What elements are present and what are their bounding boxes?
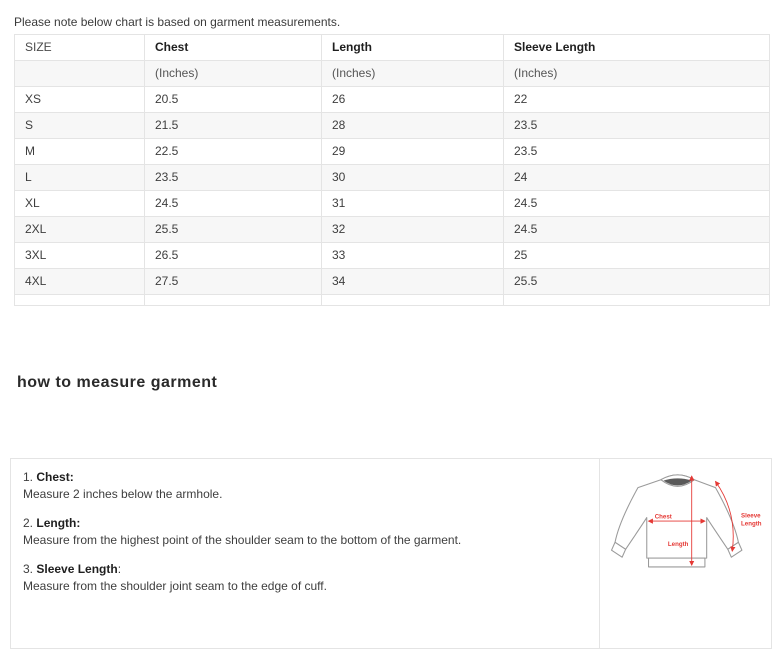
table-cell-sleeve: 25 bbox=[503, 242, 770, 269]
chest-arrow: Chest bbox=[647, 513, 706, 524]
table-cell-size: 4XL bbox=[14, 268, 145, 295]
sleeve-length-arrow-label-line1: Sleeve bbox=[741, 513, 761, 520]
column-header-chest: Chest bbox=[144, 34, 322, 61]
table-cell-length: 32 bbox=[321, 216, 504, 243]
table-cell-sleeve: 25.5 bbox=[503, 268, 770, 295]
table-cell-empty bbox=[503, 294, 770, 306]
table-row: 2XL 25.5 32 24.5 bbox=[14, 216, 770, 243]
table-cell-size: XL bbox=[14, 190, 145, 217]
table-cell-empty bbox=[321, 294, 504, 306]
instruction-number: 1. bbox=[23, 470, 34, 484]
table-cell-size: L bbox=[14, 164, 145, 191]
table-row: M 22.5 29 23.5 bbox=[14, 138, 770, 165]
table-cell-sleeve: 24.5 bbox=[503, 216, 770, 243]
table-cell-chest: 20.5 bbox=[144, 86, 322, 113]
measure-instructions-panel: 1. Chest: Measure 2 inches below the arm… bbox=[10, 458, 772, 649]
table-cell-size: 3XL bbox=[14, 242, 145, 269]
table-cell-sleeve: 24.5 bbox=[503, 190, 770, 217]
table-row: XL 24.5 31 24.5 bbox=[14, 190, 770, 217]
instruction-title: 3. Sleeve Length: bbox=[23, 561, 587, 578]
instruction-title: 1. Chest: bbox=[23, 469, 587, 486]
table-cell-length: 28 bbox=[321, 112, 504, 139]
table-cell-empty bbox=[144, 294, 322, 306]
instruction-title-bold: Chest: bbox=[36, 470, 74, 484]
length-arrow: Length bbox=[668, 475, 695, 567]
instruction-number: 2. bbox=[23, 516, 34, 530]
sleeve-length-arrow: Sleeve Length bbox=[714, 480, 762, 552]
table-cell-length: 29 bbox=[321, 138, 504, 165]
table-cell-length: 31 bbox=[321, 190, 504, 217]
table-cell-size: 2XL bbox=[14, 216, 145, 243]
table-row: XS 20.5 26 22 bbox=[14, 86, 770, 113]
table-cell-sleeve: 22 bbox=[503, 86, 770, 113]
diagram-column: Chest Length Sleeve Length bbox=[600, 459, 771, 648]
instruction-text: Measure from the shoulder joint seam to … bbox=[23, 579, 327, 593]
table-row: S 21.5 28 23.5 bbox=[14, 112, 770, 139]
table-units-row: (Inches) (Inches) (Inches) bbox=[14, 60, 770, 87]
instruction-title-bold: Sleeve Length bbox=[36, 562, 118, 576]
table-cell: (Inches) bbox=[503, 60, 770, 87]
table-cell-chest: 24.5 bbox=[144, 190, 322, 217]
table-row: 4XL 27.5 34 25.5 bbox=[14, 268, 770, 295]
size-table: SIZE Chest Length Sleeve Length (Inches)… bbox=[14, 34, 770, 306]
table-cell-sleeve: 23.5 bbox=[503, 112, 770, 139]
instruction-sleeve-length: 3. Sleeve Length: Measure from the shoul… bbox=[23, 561, 587, 595]
table-cell-size: M bbox=[14, 138, 145, 165]
instruction-text: Measure from the highest point of the sh… bbox=[23, 533, 462, 547]
instruction-length: 2. Length: Measure from the highest poin… bbox=[23, 515, 587, 549]
measure-garment-heading: how to measure garment bbox=[17, 374, 218, 391]
table-cell: (Inches) bbox=[144, 60, 322, 87]
table-cell-size: S bbox=[14, 112, 145, 139]
table-cell-chest: 21.5 bbox=[144, 112, 322, 139]
column-header-size: SIZE bbox=[14, 34, 145, 61]
instruction-text: Measure 2 inches below the armhole. bbox=[23, 487, 223, 501]
instruction-title-bold: Length: bbox=[36, 516, 81, 530]
table-header-row: SIZE Chest Length Sleeve Length bbox=[14, 34, 770, 61]
chest-arrow-label: Chest bbox=[655, 513, 672, 520]
column-header-length: Length bbox=[321, 34, 504, 61]
column-header-sleeve-length: Sleeve Length bbox=[503, 34, 770, 61]
instruction-title: 2. Length: bbox=[23, 515, 587, 532]
table-cell-empty bbox=[14, 294, 145, 306]
table-cell-sleeve: 24 bbox=[503, 164, 770, 191]
table-cell-length: 26 bbox=[321, 86, 504, 113]
length-arrow-label: Length bbox=[668, 541, 689, 548]
sleeve-length-arrow-label-line2: Length bbox=[741, 521, 762, 528]
size-chart-note: Please note below chart is based on garm… bbox=[14, 15, 341, 29]
table-cell-length: 30 bbox=[321, 164, 504, 191]
table-cell-chest: 22.5 bbox=[144, 138, 322, 165]
table-row-empty bbox=[14, 294, 770, 306]
table-row: L 23.5 30 24 bbox=[14, 164, 770, 191]
table-cell-chest: 25.5 bbox=[144, 216, 322, 243]
table-cell bbox=[14, 60, 145, 87]
table-row: 3XL 26.5 33 25 bbox=[14, 242, 770, 269]
table-cell-chest: 27.5 bbox=[144, 268, 322, 295]
table-cell: (Inches) bbox=[321, 60, 504, 87]
table-cell-chest: 23.5 bbox=[144, 164, 322, 191]
table-cell-length: 34 bbox=[321, 268, 504, 295]
table-cell-size: XS bbox=[14, 86, 145, 113]
instruction-number: 3. bbox=[23, 562, 34, 576]
garment-diagram: Chest Length Sleeve Length bbox=[610, 474, 762, 568]
instruction-title-suffix: : bbox=[117, 562, 122, 576]
table-cell-sleeve: 23.5 bbox=[503, 138, 770, 165]
instructions-column: 1. Chest: Measure 2 inches below the arm… bbox=[11, 459, 600, 648]
table-cell-length: 33 bbox=[321, 242, 504, 269]
instruction-chest: 1. Chest: Measure 2 inches below the arm… bbox=[23, 469, 587, 503]
table-cell-chest: 26.5 bbox=[144, 242, 322, 269]
